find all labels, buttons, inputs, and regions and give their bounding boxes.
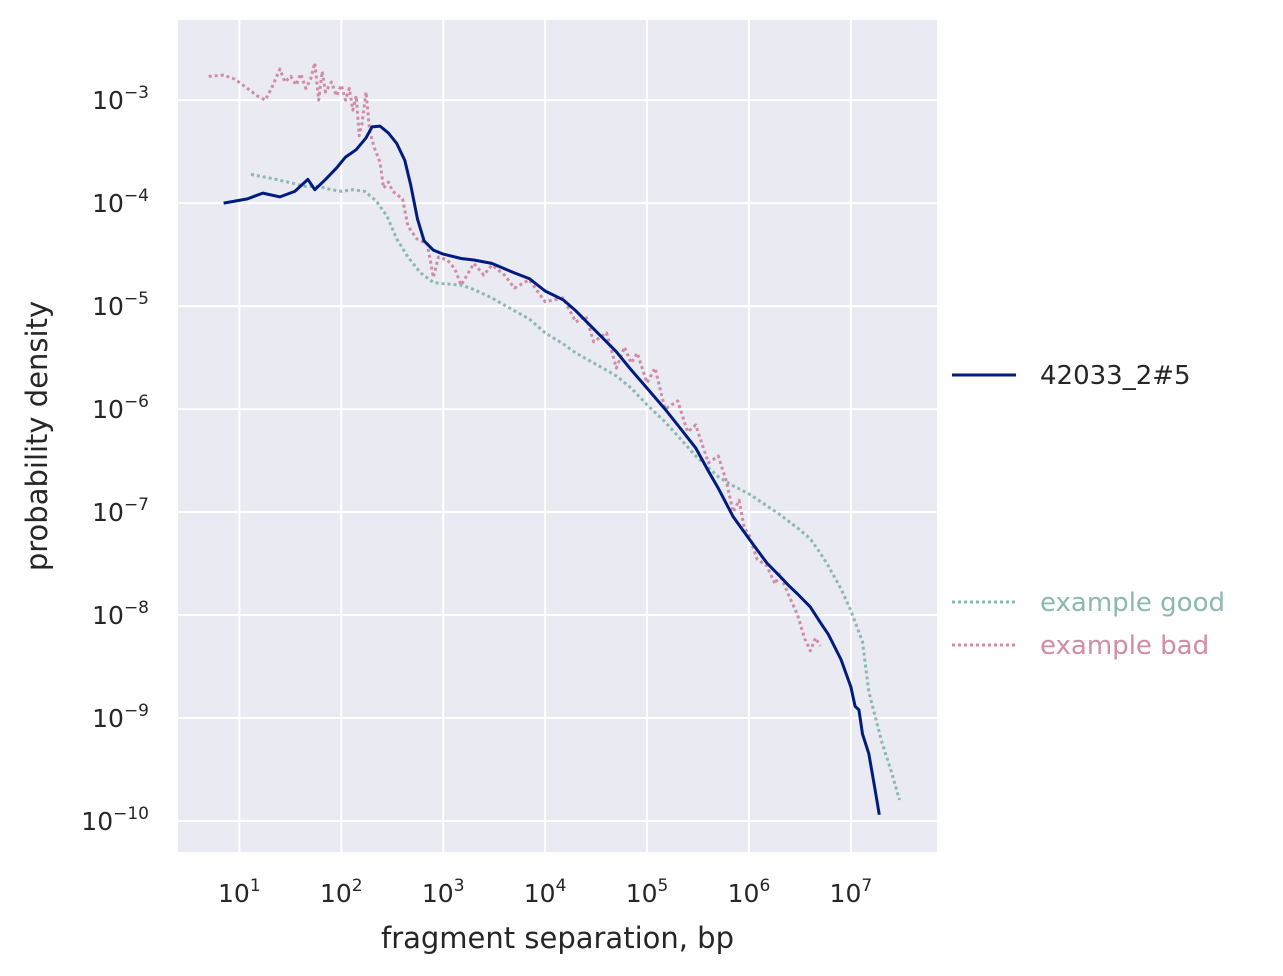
x-tick-label: 101 [218,876,261,908]
grid-lines [178,20,937,852]
y-tick-label: 10−4 [92,186,149,218]
x-tick-label: 106 [728,876,771,908]
x-axis-label: fragment separation, bp [381,921,734,955]
legend-label: example bad [1040,631,1209,661]
series-line-0 [223,124,881,815]
legend-label: example good [1040,588,1225,618]
series-line-2 [208,61,822,653]
y-tick-label: 10−6 [92,392,149,424]
x-tick-label: 102 [320,876,363,908]
y-tick-label: 10−9 [92,701,149,733]
plot-area [178,20,937,852]
x-tick-label: 104 [524,876,567,908]
y-tick-label: 10−7 [92,495,149,527]
x-tick-label: 103 [422,876,465,908]
x-tick-label: 107 [830,876,873,908]
y-tick-label: 10−8 [92,598,149,630]
y-tick-label: 10−10 [81,804,149,836]
legend-label: 42033_2#5 [1040,361,1191,391]
series-lines [208,61,901,815]
x-tick-label: 105 [626,876,669,908]
tick-labels: 101 102 103 104 105 106 107 10−3 10−4 10−5 10−6 10−… [81,83,872,908]
y-axis-label: probability density [20,301,54,571]
y-tick-label: 10−3 [92,83,149,115]
y-tick-label: 10−5 [92,289,149,321]
